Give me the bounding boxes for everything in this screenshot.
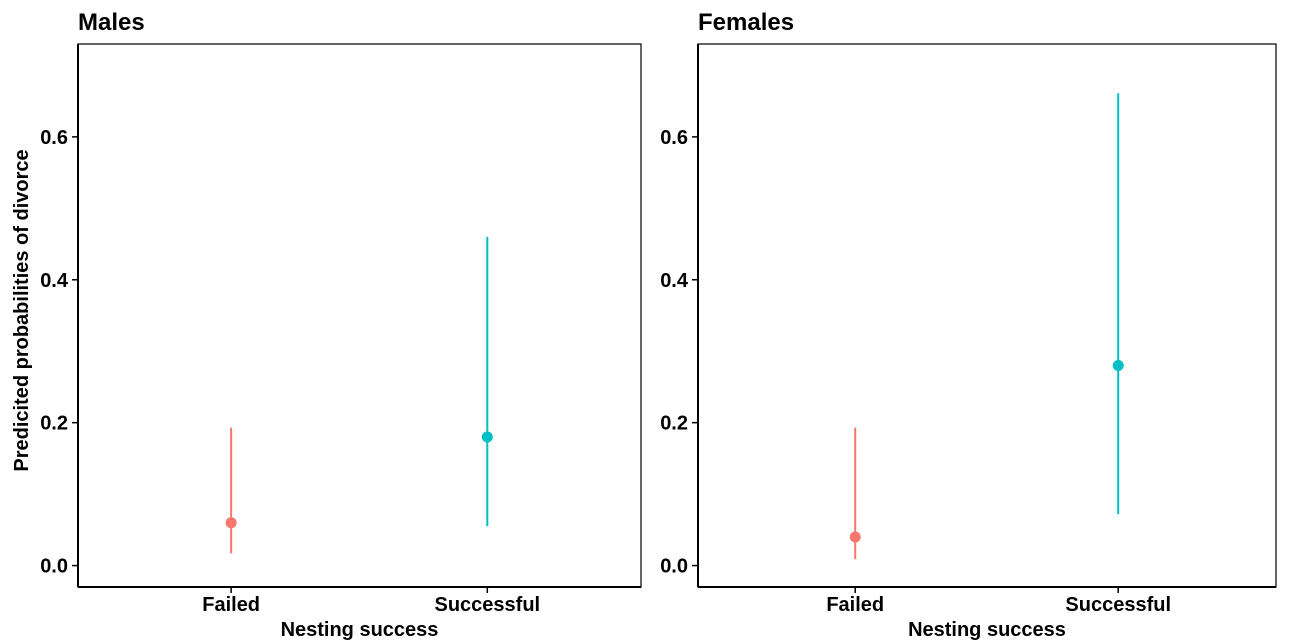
point-failed <box>849 531 861 543</box>
panel-title: Females <box>698 9 794 36</box>
y-tick-label: 0.0 <box>40 556 68 578</box>
x-tick-label: Successful <box>1065 594 1171 616</box>
y-tick-label: 0.6 <box>40 127 68 149</box>
plot-frame <box>697 43 1277 588</box>
x-tick-label: Successful <box>434 594 540 616</box>
y-tick-label: 0.4 <box>660 270 689 292</box>
y-tick-label: 0.6 <box>660 127 688 149</box>
panel-title: Males <box>78 9 145 36</box>
y-tick-label: 0.2 <box>660 413 688 435</box>
x-axis-title: Nesting success <box>908 619 1066 641</box>
x-axis-title: Nesting success <box>281 619 439 641</box>
x-tick-label: Failed <box>202 594 260 616</box>
point-failed <box>225 517 237 529</box>
females-panel: Females 0.0 0.2 0.4 0.6 Failed Successful Nesti… <box>660 9 1277 641</box>
y-tick-label: 0.2 <box>40 413 68 435</box>
y-axis-title: Predicited probabilities of divorce <box>11 149 33 471</box>
point-successful <box>481 431 493 443</box>
y-tick-label: 0.0 <box>660 556 688 578</box>
x-tick-label: Failed <box>826 594 884 616</box>
y-tick-label: 0.4 <box>40 270 69 292</box>
point-successful <box>1112 360 1124 372</box>
plot-frame <box>77 43 642 588</box>
males-panel: Males 0.0 0.2 0.4 0.6 Failed Successful Nesting… <box>11 9 642 641</box>
